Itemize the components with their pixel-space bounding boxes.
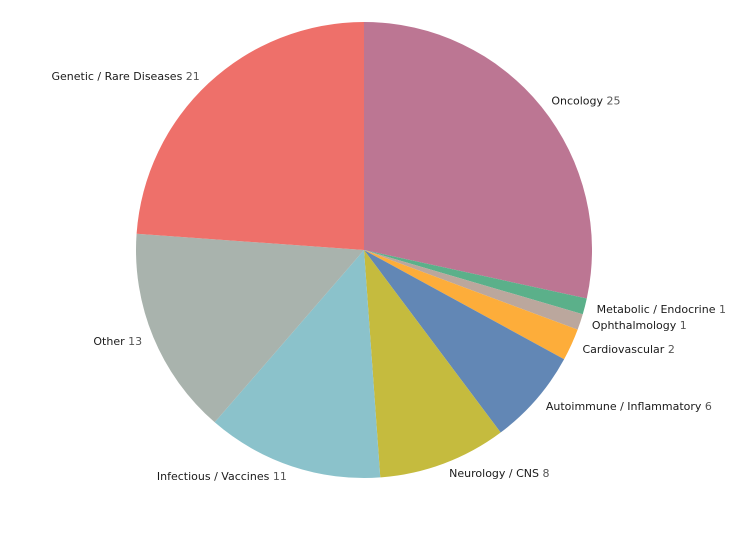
pie-label-value: 1 [676, 319, 687, 332]
pie-slice-autoimmune-inflammatory [364, 250, 565, 433]
pie-label-value: 13 [125, 335, 143, 348]
pie-label-value: 21 [182, 70, 200, 83]
pie-label-oncology: Oncology 25 [551, 95, 620, 108]
pie-label-name: Cardiovascular [582, 343, 664, 356]
pie-label-name: Neurology / CNS [449, 467, 539, 480]
pie-label-name: Other [93, 335, 125, 348]
pie-slice-oncology [364, 22, 592, 299]
pie-label-name: Genetic / Rare Diseases [51, 70, 182, 83]
pie-label-other: Other 13 [93, 335, 142, 348]
pie-slices [135, 22, 592, 478]
pie-label-value: 1 [715, 303, 726, 316]
pie-label-infectious-vaccines: Infectious / Vaccines 11 [157, 470, 287, 483]
pie-label-cardiovascular: Cardiovascular 2 [582, 343, 674, 356]
pie-slice-metabolic-endocrine [364, 250, 587, 315]
pie-label-name: Ophthalmology [592, 319, 677, 332]
pie-label-value: 11 [269, 470, 287, 483]
pie-slice-other [135, 233, 364, 423]
pie-label-value: 8 [539, 467, 550, 480]
pie-label-value: 6 [701, 400, 712, 413]
pie-slice-neurology-cns [364, 250, 501, 478]
pie-label-autoimmune-inflammatory: Autoimmune / Inflammatory 6 [546, 400, 712, 413]
pie-label-value: 2 [664, 343, 675, 356]
pie-label-neurology-cns: Neurology / CNS 8 [449, 467, 549, 480]
pie-slice-cardiovascular [364, 250, 578, 360]
pie-label-name: Autoimmune / Inflammatory [546, 400, 702, 413]
pie-label-value: 25 [603, 95, 621, 108]
pie-label-genetic-rare-diseases: Genetic / Rare Diseases 21 [51, 70, 199, 83]
pie-slice-infectious-vaccines [214, 250, 381, 478]
pie-label-name: Oncology [551, 95, 603, 108]
pie-label-name: Metabolic / Endocrine [597, 303, 716, 316]
pie-slice-ophthalmology [364, 250, 583, 330]
pie-label-name: Infectious / Vaccines [157, 470, 270, 483]
pie-label-ophthalmology: Ophthalmology 1 [592, 319, 687, 332]
pie-slice-genetic-rare-diseases [136, 22, 364, 250]
pie-label-metabolic-endocrine: Metabolic / Endocrine 1 [597, 303, 726, 316]
